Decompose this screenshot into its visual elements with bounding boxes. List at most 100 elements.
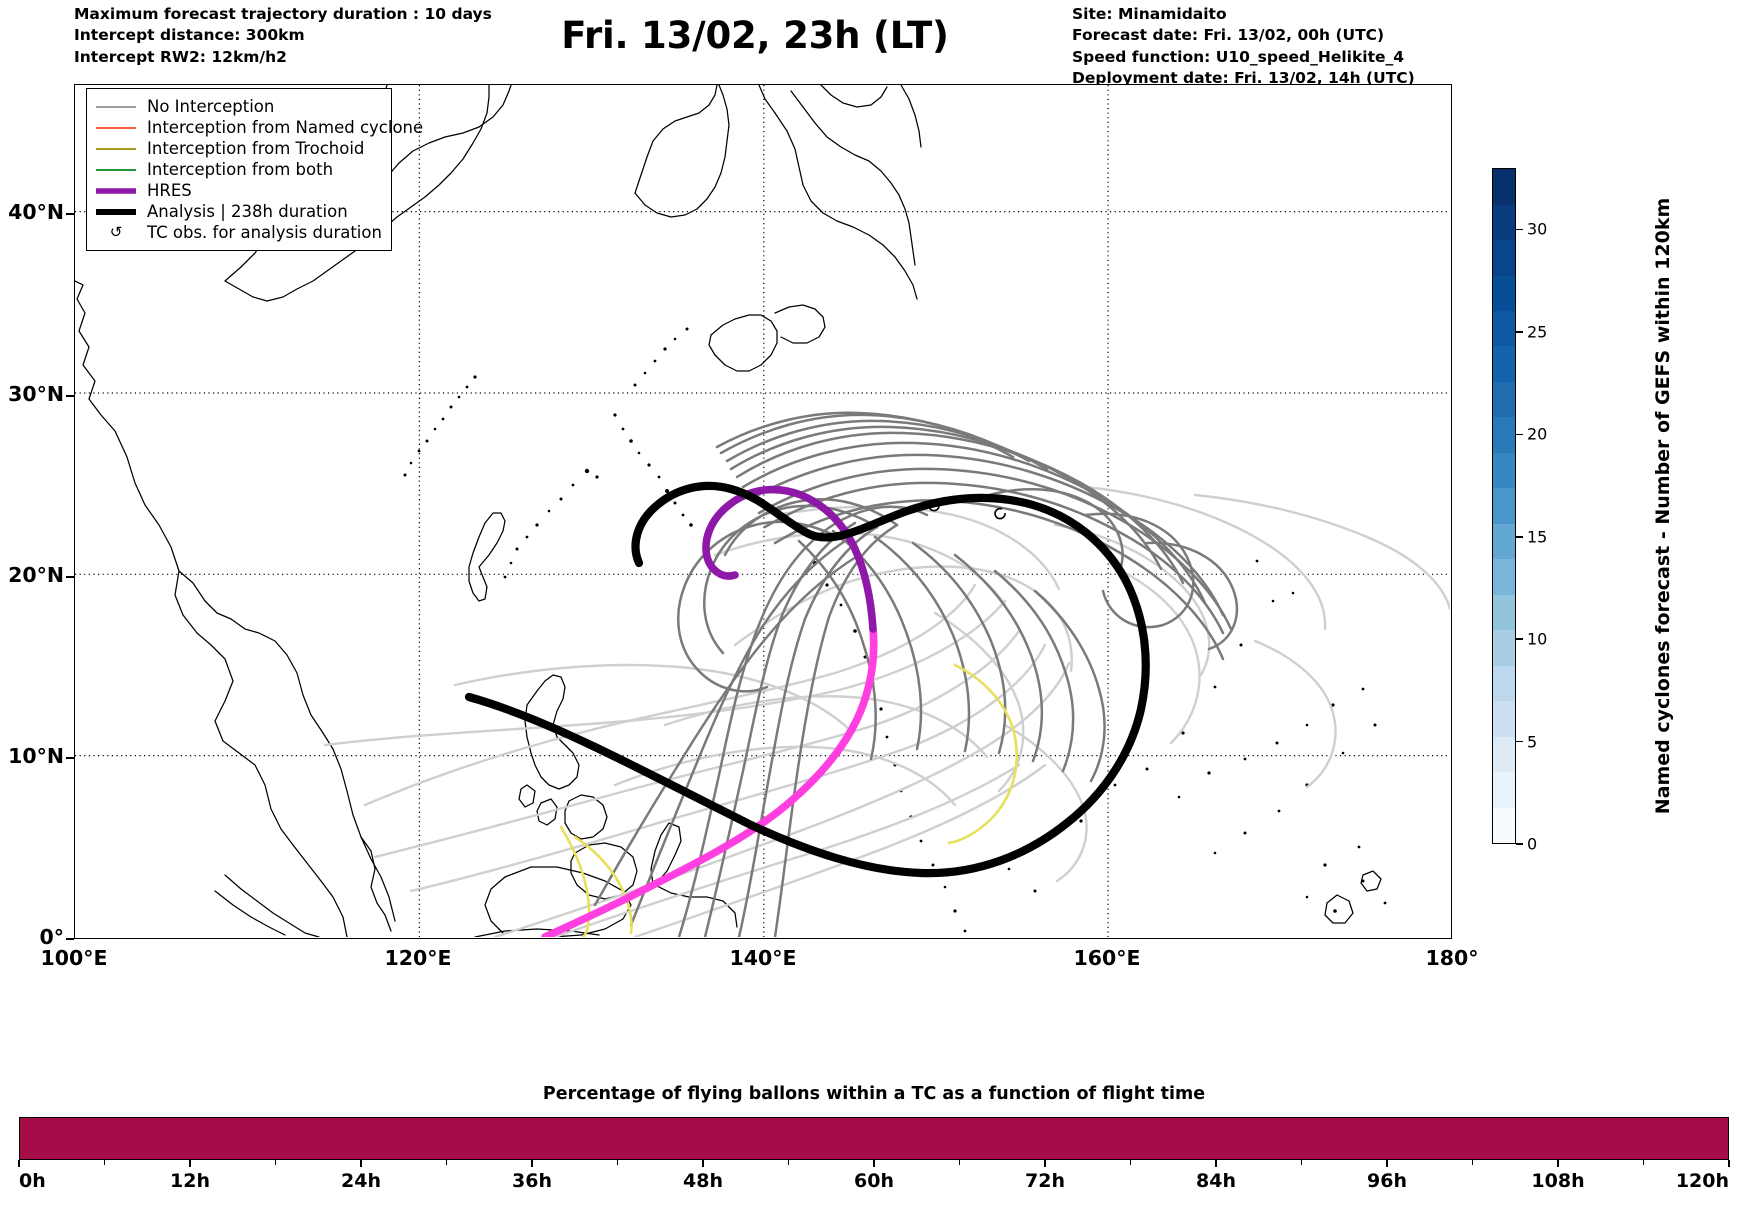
colorbar-cell-14: [1493, 310, 1515, 347]
pct-tick-label-0: 0h: [19, 1170, 46, 1192]
legend-item-no-interception[interactable]: No Interception: [94, 96, 382, 117]
pct-tick-84: [1215, 1160, 1217, 1167]
colorbar-tick-label-25: 25: [1527, 322, 1548, 342]
percentage-bar-title: Percentage of flying ballons within a TC…: [542, 1084, 1206, 1104]
colorbar-cell-18: [1493, 169, 1515, 205]
header-left-line-1: Maximum forecast trajectory duration : 1…: [74, 5, 492, 23]
pct-minor-tick-42: [616, 1160, 619, 1165]
colorbar-tick-label-30: 30: [1527, 219, 1548, 239]
pct-minor-tick-6: [103, 1160, 106, 1165]
ytick-label-0: 0°: [39, 925, 64, 949]
legend-item-analysis[interactable]: Analysis | 238h duration: [94, 201, 382, 222]
pct-minor-tick-114: [1642, 1160, 1645, 1165]
header-left-line-3: Intercept RW2: 12km/h2: [74, 47, 287, 66]
header-speed-function: Speed function: U10_speed_Helikite_4: [1072, 47, 1405, 66]
pct-tick-72: [1044, 1160, 1046, 1167]
ytick-mark-30: [66, 395, 74, 397]
pct-tick-24: [360, 1160, 362, 1167]
trochoid-trajectories: [559, 663, 1019, 937]
colorbar-cell-11: [1493, 417, 1515, 453]
legend-label-named-cyclone: Interception from Named cyclone: [147, 118, 424, 137]
tc-obs-markers: [928, 499, 1006, 520]
colorbar-tick-label-10: 10: [1527, 629, 1548, 649]
hres-trajectory: [541, 485, 878, 937]
xtick-label-140E: 140°E: [729, 946, 797, 970]
colorbar-cell-6: [1493, 594, 1515, 631]
percentage-bar-fill: [20, 1118, 1728, 1159]
map-svg: [75, 85, 1450, 937]
colorbar-cell-10: [1493, 452, 1515, 489]
colorbar-tick-15: [1516, 535, 1523, 538]
rotate-ccw-icon: ↺: [109, 223, 123, 241]
pct-tick-label-120: 120h: [1675, 1170, 1729, 1192]
colorbar-tick-label-20: 20: [1527, 424, 1548, 444]
colorbar-tick-10: [1516, 638, 1523, 640]
colorbar-tick-30: [1516, 228, 1523, 231]
pct-tick-label-108: 108h: [1531, 1170, 1585, 1192]
pct-tick-label-36: 36h: [512, 1170, 552, 1192]
map-legend: No Interception Interception from Named …: [86, 88, 423, 251]
pct-tick-label-72: 72h: [1025, 1170, 1065, 1192]
colorbar-cell-5: [1493, 630, 1515, 666]
legend-item-tc-obs[interactable]: ↺ TC obs. for analysis duration: [94, 222, 382, 243]
pct-minor-tick-30: [445, 1160, 448, 1165]
header-right-block: Site: Minamidaito Forecast date: Fri. 13…: [1072, 4, 1415, 90]
pct-tick-60: [873, 1160, 875, 1167]
legend-swatch-no-interception: [94, 102, 138, 112]
legend-item-named-cyclone[interactable]: Interception from Named cyclone: [94, 117, 423, 138]
legend-label-tc-obs: TC obs. for analysis duration: [147, 223, 382, 242]
legend-label-both: Interception from both: [147, 160, 334, 179]
pct-tick-12: [189, 1160, 191, 1167]
colorbar-cell-2: [1493, 736, 1515, 773]
colorbar-cell-16: [1493, 240, 1515, 276]
colorbar-title: Named cyclones forecast - Number of GEFS…: [1652, 197, 1674, 815]
colorbar-cell-15: [1493, 275, 1515, 311]
legend-swatch-hres: [94, 186, 138, 196]
header-site: Site: Minamidaito: [1072, 5, 1227, 23]
colorbar-cell-1: [1493, 772, 1515, 808]
legend-swatch-analysis: [94, 207, 138, 217]
analysis-trajectory: [464, 481, 1150, 878]
pct-tick-label-24: 24h: [341, 1170, 381, 1192]
legend-swatch-trochoid: [94, 144, 138, 154]
pct-tick-36: [531, 1160, 533, 1167]
header-left-block: Maximum forecast trajectory duration : 1…: [74, 4, 492, 68]
colorbar-tick-20: [1516, 433, 1523, 436]
pct-tick-96: [1386, 1160, 1388, 1167]
legend-swatch-both: [94, 165, 138, 175]
colorbar-tick-25: [1516, 331, 1523, 333]
pct-tick-label-48: 48h: [683, 1170, 723, 1192]
pct-tick-label-60: 60h: [854, 1170, 894, 1192]
pct-minor-tick-54: [787, 1160, 790, 1165]
page-title: Fri. 13/02, 23h (LT): [561, 14, 949, 57]
colorbar[interactable]: [1492, 168, 1516, 844]
pct-minor-tick-18: [274, 1160, 277, 1165]
pct-tick-0: [18, 1160, 20, 1167]
legend-label-no-interception: No Interception: [147, 97, 275, 116]
legend-label-analysis: Analysis | 238h duration: [147, 202, 348, 221]
pct-minor-tick-90: [1300, 1160, 1303, 1165]
legend-swatch-named-cyclone: [94, 123, 138, 133]
header-deployment-date: Deployment date: Fri. 13/02, 14h (UTC): [1072, 69, 1415, 88]
legend-item-trochoid[interactable]: Interception from Trochoid: [94, 138, 382, 159]
colorbar-cell-12: [1493, 381, 1515, 418]
pct-tick-120: [1728, 1160, 1730, 1167]
colorbar-cell-4: [1493, 665, 1515, 702]
xtick-label-160E: 160°E: [1073, 946, 1141, 970]
colorbar-cell-17: [1493, 204, 1515, 241]
pct-tick-48: [702, 1160, 704, 1167]
percentage-bar-axes[interactable]: [19, 1117, 1729, 1160]
legend-label-trochoid: Interception from Trochoid: [147, 139, 365, 158]
legend-item-hres[interactable]: HRES: [94, 180, 382, 201]
xtick-label-100E: 100°E: [40, 946, 108, 970]
colorbar-cell-8: [1493, 523, 1515, 560]
ytick-mark-0: [66, 938, 74, 940]
colorbar-cell-7: [1493, 559, 1515, 595]
pct-tick-label-96: 96h: [1367, 1170, 1407, 1192]
legend-item-both[interactable]: Interception from both: [94, 159, 382, 180]
map-gridlines: [75, 85, 1450, 937]
colorbar-tick-label-15: 15: [1527, 527, 1548, 547]
ytick-label-40: 40°N: [8, 200, 64, 224]
ensemble-trajectories-dark: [593, 411, 1239, 937]
